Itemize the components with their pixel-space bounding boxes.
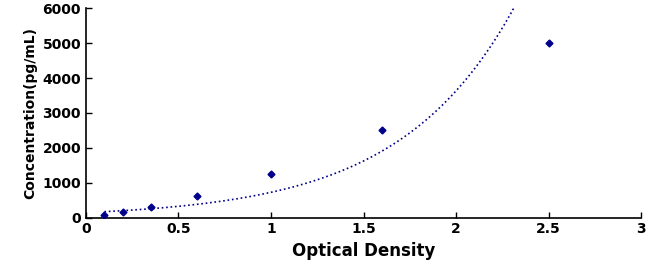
- X-axis label: Optical Density: Optical Density: [292, 242, 435, 260]
- Y-axis label: Concentration(pg/mL): Concentration(pg/mL): [23, 27, 37, 199]
